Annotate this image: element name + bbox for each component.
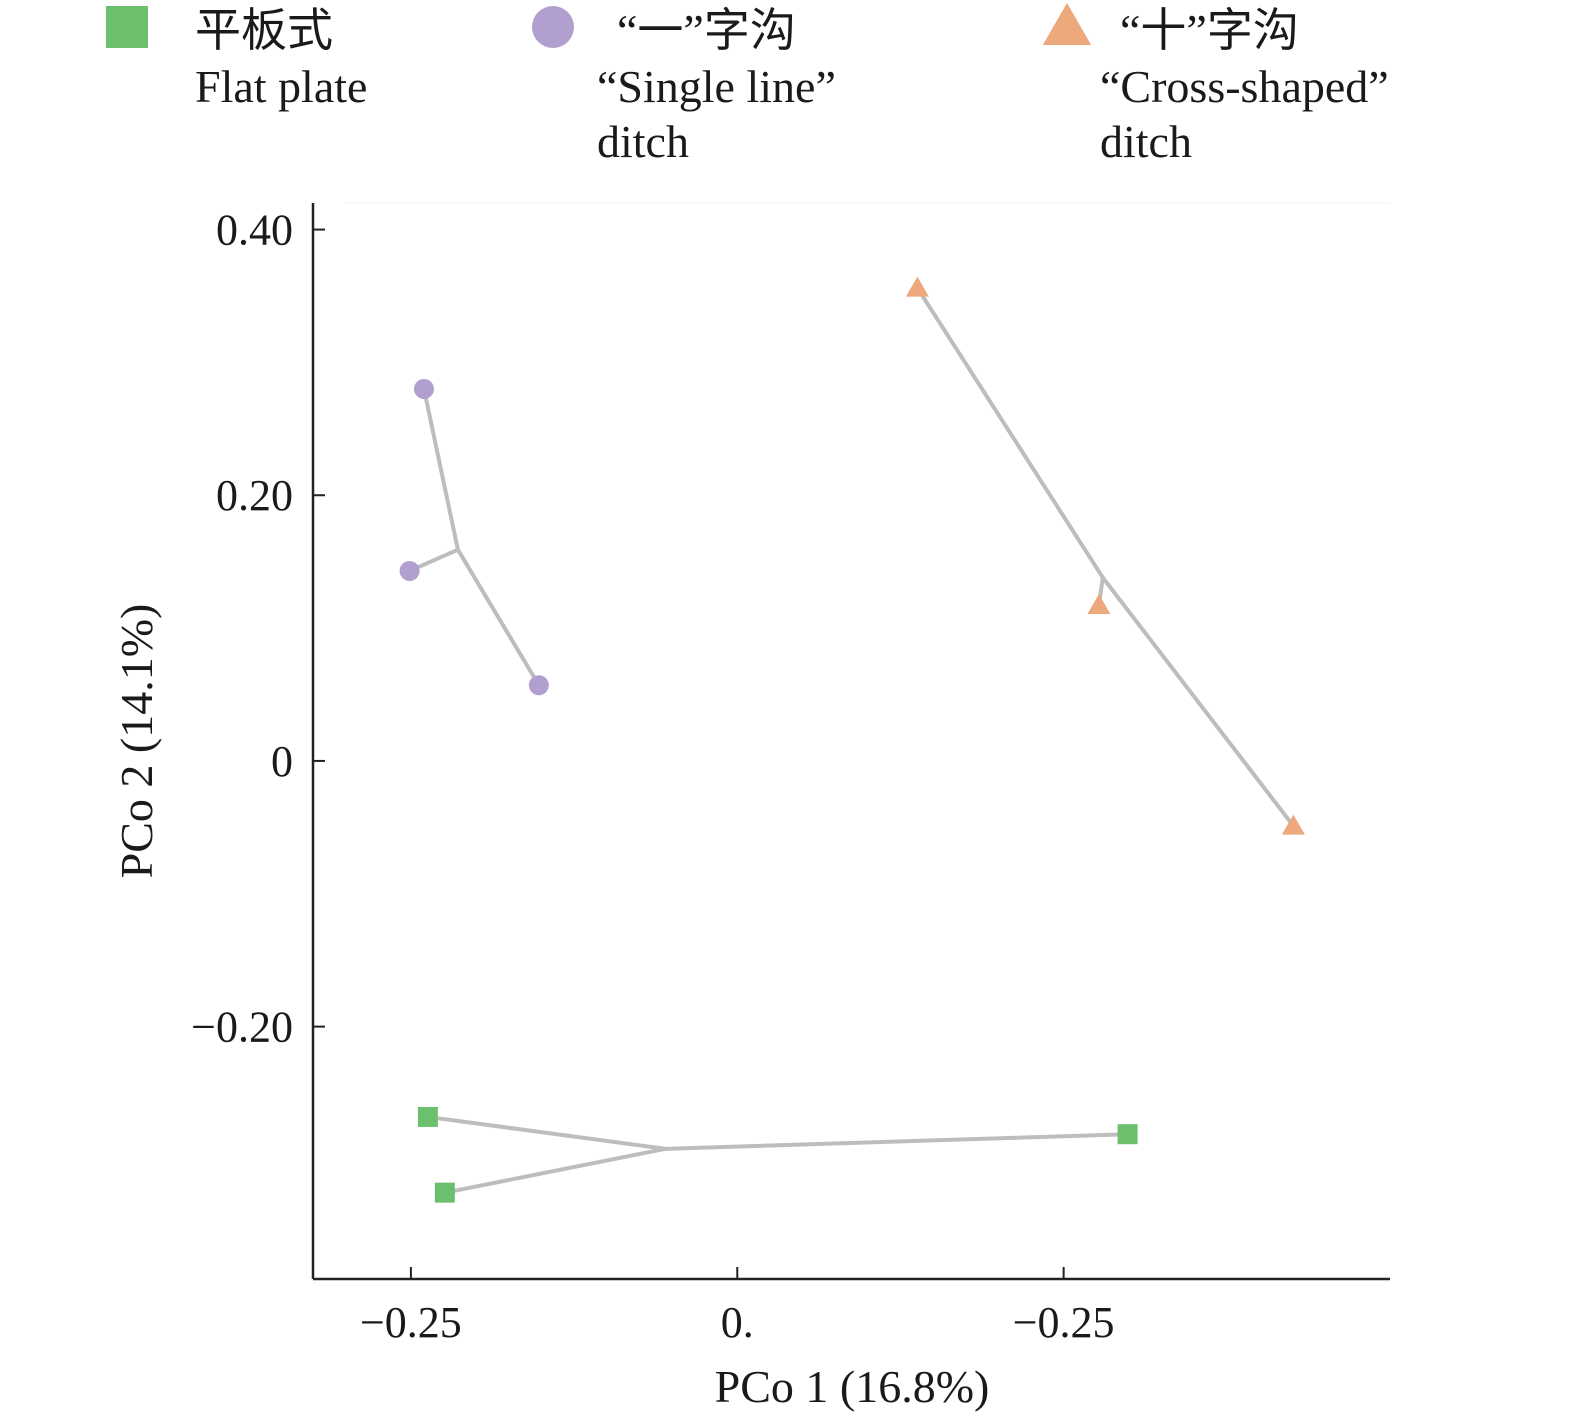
legend-square-icon	[106, 6, 148, 48]
triangle-point	[905, 276, 929, 297]
legend-label-cn: “十”字沟	[1120, 5, 1299, 56]
legend-label-cn: “一”字沟	[617, 5, 796, 56]
legend-triangle-icon	[1042, 3, 1092, 45]
circle-point	[528, 675, 549, 696]
spider-line	[663, 1132, 1130, 1151]
square-point	[417, 1106, 438, 1127]
circle-point	[399, 560, 420, 581]
triangle-point	[1087, 594, 1111, 615]
spider-line	[421, 386, 460, 552]
triangle-point	[1281, 814, 1305, 835]
y-axis-title: PCo 2 (14.1%)	[111, 604, 162, 879]
x-tick-label: −0.25	[360, 1298, 462, 1347]
spider-line	[442, 1146, 668, 1195]
y-tick-label: 0.40	[216, 206, 293, 255]
legend-label: ditch	[1100, 116, 1192, 167]
legend-label-cn: 平板式	[195, 5, 333, 56]
x-axis-title: PCo 1 (16.8%)	[715, 1361, 990, 1412]
circle-point	[413, 378, 434, 399]
x-tick-label: −0.25	[1013, 1298, 1115, 1347]
x-tick-label: 0.	[721, 1298, 754, 1347]
legend-label: “Cross-shaped”	[1100, 61, 1389, 112]
square-point	[434, 1182, 455, 1203]
square-point	[1117, 1124, 1138, 1145]
y-tick-label: 0.20	[216, 471, 293, 520]
y-tick-label: −0.20	[191, 1003, 293, 1052]
legend-label: Flat plate	[195, 61, 367, 112]
legend-label: ditch	[597, 116, 689, 167]
legend-label: “Single line”	[597, 61, 836, 112]
spider-line	[425, 1114, 668, 1151]
spider-line	[915, 286, 1105, 580]
legend-circle-icon	[532, 6, 574, 48]
spider-line	[455, 547, 541, 688]
y-tick-label: 0	[271, 737, 293, 786]
spider-line	[1100, 575, 1296, 829]
